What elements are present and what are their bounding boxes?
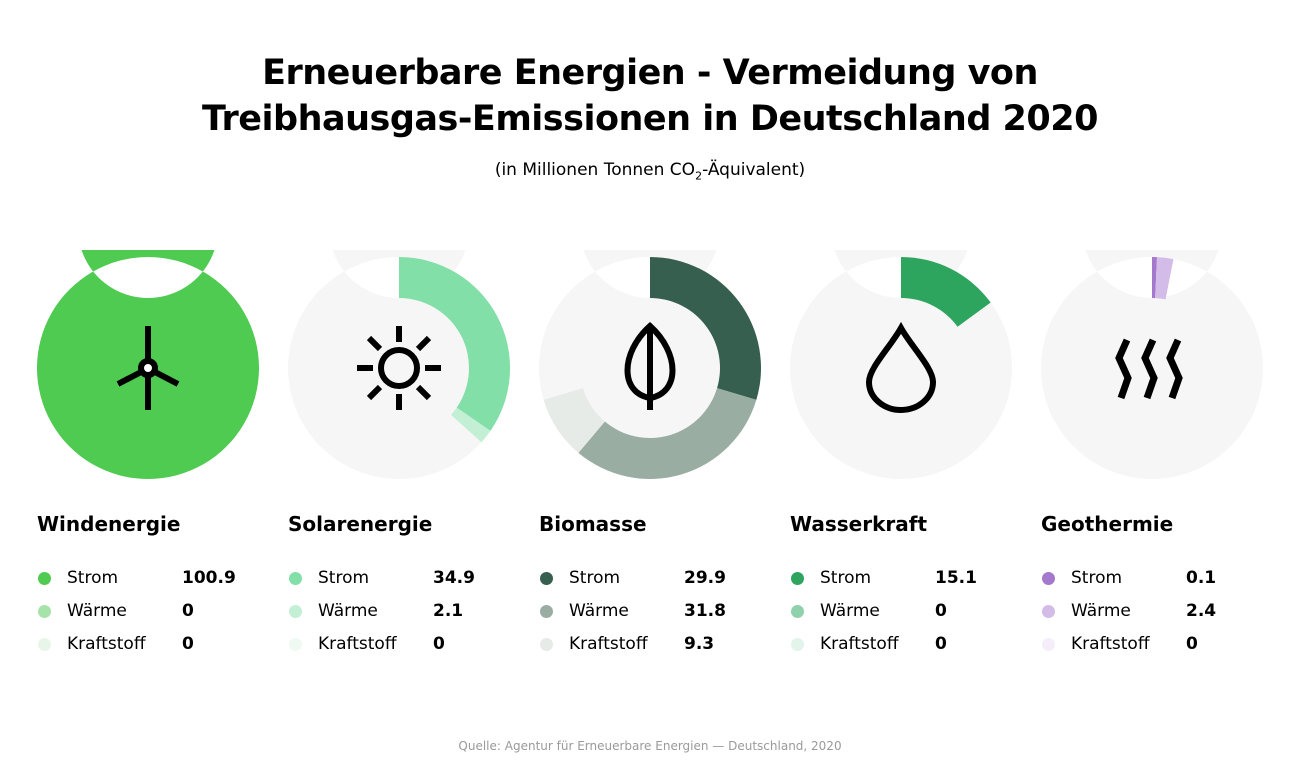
donut-slice-wärme: [1155, 257, 1174, 300]
donut-slice-strom: [1152, 257, 1157, 299]
donut-panel-wasserkraft: Wasserkraft Strom 15.1 Wärme 0 Kraftstoff 0: [790, 250, 1030, 670]
subtitle-text-end: -Äquivalent): [702, 160, 806, 180]
legend-dot: [289, 572, 302, 585]
legend-label: Strom: [820, 568, 872, 588]
legend-dot: [540, 572, 553, 585]
donut-chart: [790, 250, 1012, 479]
source-note: Quelle: Agentur für Erneuerbare Energien…: [458, 739, 842, 753]
water-drop-icon: [865, 321, 937, 413]
legend-dot: [38, 605, 51, 618]
legend-dot: [791, 572, 804, 585]
subtitle-text: (in Millionen Tonnen CO: [494, 160, 696, 180]
donut-chart: [288, 250, 510, 479]
donut-chart: [1041, 250, 1263, 479]
subtitle-subscript: 2: [695, 169, 703, 183]
panel-title: Biomasse: [539, 512, 647, 536]
donut-slice-kraftstoff: [543, 388, 605, 453]
legend-label: Strom: [569, 568, 621, 588]
data-label: 0: [182, 634, 194, 654]
legend-dot: [1042, 605, 1055, 618]
legend-dot: [38, 572, 51, 585]
data-label: 0.1: [1186, 568, 1217, 588]
data-label: 9.3: [684, 634, 715, 654]
legend-label: Strom: [67, 568, 119, 588]
donut-panel-geothermie: Geothermie Strom 0.1 Wärme 2.4 Kraftstoff 0: [1041, 250, 1281, 670]
legend-label: Wärme: [1071, 601, 1131, 621]
legend-dot: [38, 638, 51, 651]
panel-title: Windenergie: [37, 512, 181, 536]
legend-dot: [540, 638, 553, 651]
donut-chart: [539, 250, 761, 479]
donut-panel-windenergie: Windenergie Strom 100.9 Wärme 0 Kraftstoff 0: [37, 250, 277, 670]
panel-title: Solarenergie: [288, 512, 433, 536]
data-label: 0: [935, 601, 947, 621]
legend-label: Kraftstoff: [1071, 634, 1150, 654]
leaf-icon: [624, 321, 676, 410]
chart-title: Erneuerbare Energien - Vermeidung von Tr…: [0, 50, 1300, 142]
legend-label: Kraftstoff: [67, 634, 146, 654]
legend-dot: [289, 605, 302, 618]
data-label: 0: [1186, 634, 1198, 654]
title-line-2: Treibhausgas-Emissionen in Deutschland 2…: [202, 99, 1098, 139]
donut-slice-strom: [901, 257, 991, 327]
data-label: 15.1: [935, 568, 977, 588]
donut-slice-strom: [399, 257, 510, 431]
donut-track: [1041, 250, 1263, 479]
data-label: 31.8: [684, 601, 726, 621]
legend-label: Strom: [318, 568, 370, 588]
data-label: 0: [182, 601, 194, 621]
legend-label: Wärme: [318, 601, 378, 621]
legend-dot: [1042, 638, 1055, 651]
data-label: 2.1: [433, 601, 464, 621]
title-line-1: Erneuerbare Energien - Vermeidung von: [262, 53, 1038, 93]
donut-chart: [37, 250, 259, 479]
legend-label: Kraftstoff: [820, 634, 899, 654]
legend-label: Wärme: [569, 601, 629, 621]
data-label: 100.9: [182, 568, 236, 588]
donut-panel-solarenergie: Solarenergie Strom 34.9 Wärme 2.1 Kraftstoff 0: [288, 250, 528, 670]
donut-slice-wärme: [578, 388, 757, 479]
legend-label: Wärme: [820, 601, 880, 621]
data-label: 34.9: [433, 568, 475, 588]
sun-icon: [357, 326, 441, 410]
data-label: 0: [935, 634, 947, 654]
panel-title: Geothermie: [1041, 512, 1174, 536]
donut-track: [790, 250, 1012, 479]
heat-waves-icon: [1115, 338, 1183, 400]
legend-dot: [289, 638, 302, 651]
legend-label: Strom: [1071, 568, 1123, 588]
legend-dot: [791, 605, 804, 618]
legend-dot: [540, 605, 553, 618]
data-label: 2.4: [1186, 601, 1217, 621]
legend-label: Wärme: [67, 601, 127, 621]
wind-turbine-icon: [116, 326, 180, 410]
panel-title: Wasserkraft: [790, 512, 928, 536]
legend-label: Kraftstoff: [318, 634, 397, 654]
donut-panel-biomasse: Biomasse Strom 29.9 Wärme 31.8 Kraftstoff 9.3: [539, 250, 779, 670]
data-label: 0: [433, 634, 445, 654]
chart-subtitle: (in Millionen Tonnen CO2-Äquivalent): [0, 160, 1300, 182]
donut-slice-strom: [650, 257, 761, 400]
legend-label: Kraftstoff: [569, 634, 648, 654]
legend-dot: [1042, 572, 1055, 585]
data-label: 29.9: [684, 568, 726, 588]
legend-dot: [791, 638, 804, 651]
donut-slice-wärme: [451, 407, 491, 443]
